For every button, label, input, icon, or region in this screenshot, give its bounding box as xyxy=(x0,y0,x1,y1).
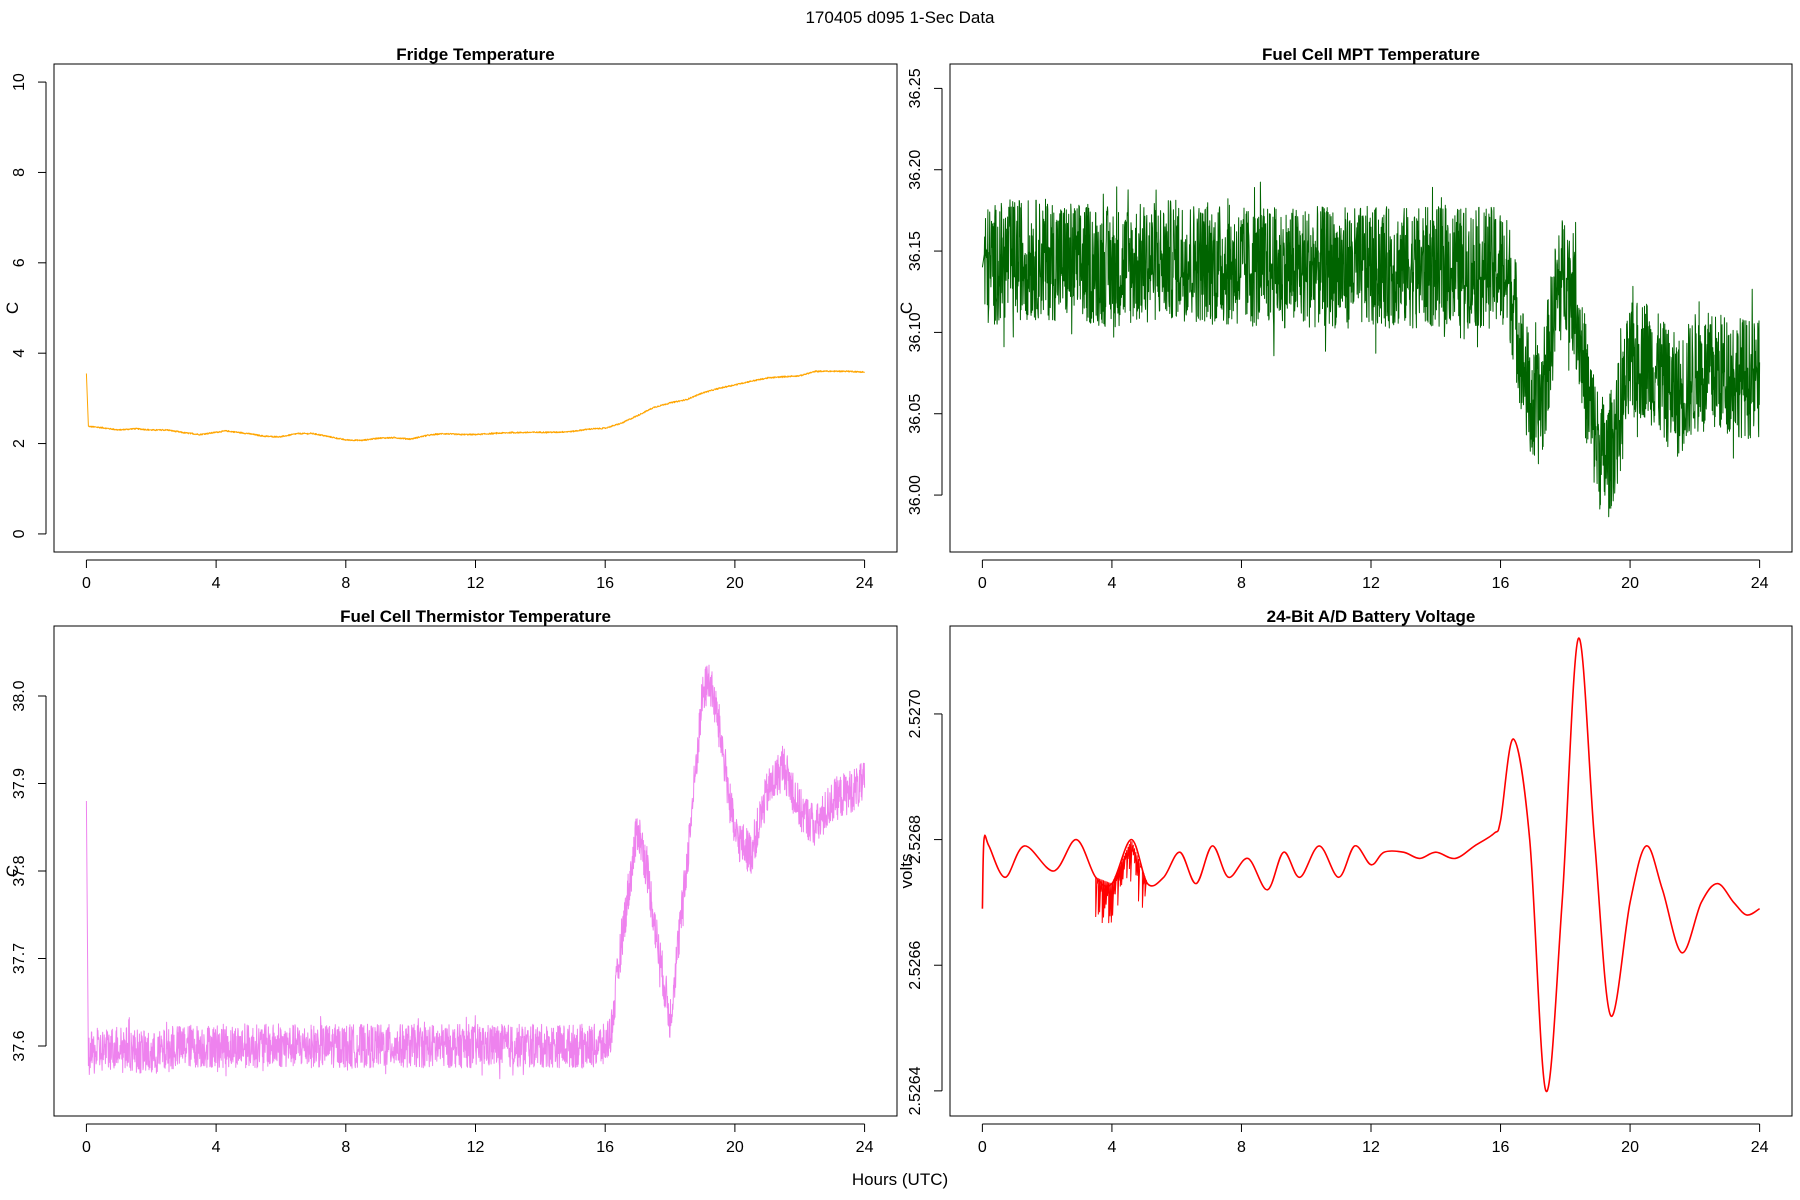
battery-voltage-x-tick-label: 24 xyxy=(1751,1139,1769,1156)
fuel-cell-thermistor-temperature-title: Fuel Cell Thermistor Temperature xyxy=(340,607,611,626)
fridge-temperature-y-tick-label: 8 xyxy=(11,168,28,177)
fuel-cell-mpt-temperature-x-tick-label: 20 xyxy=(1621,575,1639,592)
fuel-cell-thermistor-temperature-y-tick-label: 38.0 xyxy=(11,680,28,711)
fuel-cell-mpt-temperature-y-tick-label: 36.15 xyxy=(907,231,924,271)
fridge-temperature-y-axis-label: C xyxy=(3,302,22,314)
fridge-temperature-y-tick-label: 2 xyxy=(11,439,28,448)
fuel-cell-mpt-temperature-title: Fuel Cell MPT Temperature xyxy=(1262,45,1480,64)
fuel-cell-mpt-temperature-x-tick-label: 0 xyxy=(978,575,987,592)
battery-voltage-y-tick-label: 2.5264 xyxy=(907,1066,924,1115)
fuel-cell-mpt-temperature-y-axis-label: C xyxy=(897,302,916,314)
fridge-temperature-x-tick-label: 8 xyxy=(341,575,350,592)
fuel-cell-thermistor-temperature-x-tick-label: 8 xyxy=(341,1139,350,1156)
fuel-cell-mpt-temperature-y-tick-label: 36.10 xyxy=(907,312,924,352)
fridge-temperature-y-tick-label: 4 xyxy=(11,349,28,358)
battery-voltage-series-line xyxy=(981,637,1761,1093)
fuel-cell-thermistor-temperature-x-tick-label: 24 xyxy=(856,1139,874,1156)
fuel-cell-mpt-temperature-x-tick-label: 12 xyxy=(1362,575,1380,592)
fuel-cell-thermistor-temperature-plot-frame xyxy=(53,625,898,1117)
fuel-cell-mpt-temperature-y-tick-label: 36.00 xyxy=(907,475,924,515)
fuel-cell-mpt-temperature-plot-frame xyxy=(949,63,1793,553)
fridge-temperature-series-line xyxy=(85,370,865,442)
fridge-temperature-x-tick-label: 16 xyxy=(596,575,614,592)
fuel-cell-thermistor-temperature-y-tick-label: 37.9 xyxy=(11,768,28,799)
battery-voltage-x-tick-label: 4 xyxy=(1107,1139,1116,1156)
battery-voltage-x-tick-label: 12 xyxy=(1362,1139,1380,1156)
battery-voltage-series-jitter xyxy=(1095,841,1147,924)
fuel-cell-thermistor-temperature-x-tick-label: 0 xyxy=(82,1139,91,1156)
fuel-cell-thermistor-temperature-y-tick-label: 37.6 xyxy=(11,1030,28,1061)
battery-voltage-x-tick-label: 20 xyxy=(1621,1139,1639,1156)
battery-voltage-plot-frame xyxy=(949,625,1793,1117)
fuel-cell-mpt-temperature-y-tick-label: 36.20 xyxy=(907,150,924,190)
fuel-cell-mpt-temperature-x-tick-label: 16 xyxy=(1492,575,1510,592)
fuel-cell-thermistor-temperature-x-tick-label: 20 xyxy=(726,1139,744,1156)
fridge-temperature-title: Fridge Temperature xyxy=(396,45,554,64)
fuel-cell-mpt-temperature-x-tick-label: 8 xyxy=(1237,575,1246,592)
fridge-temperature-x-tick-label: 24 xyxy=(856,575,874,592)
battery-voltage-x-tick-label: 8 xyxy=(1237,1139,1246,1156)
fuel-cell-thermistor-temperature-x-tick-label: 16 xyxy=(596,1139,614,1156)
fuel-cell-thermistor-temperature-series-line xyxy=(85,664,866,1080)
shared-x-axis-label: Hours (UTC) xyxy=(852,1170,948,1189)
fuel-cell-thermistor-temperature-x-tick-label: 4 xyxy=(212,1139,221,1156)
battery-voltage-x-tick-label: 0 xyxy=(978,1139,987,1156)
fuel-cell-mpt-temperature-panel: Fuel Cell MPT Temperature C 0 4 8 12 16 20 24 36.… xyxy=(897,45,1793,592)
fridge-temperature-x-tick-label: 20 xyxy=(726,575,744,592)
battery-voltage-title: 24-Bit A/D Battery Voltage xyxy=(1267,607,1476,626)
battery-voltage-panel: 24-Bit A/D Battery Voltage volts 0 4 8 12 16 20… xyxy=(897,607,1793,1156)
battery-voltage-y-tick-label: 2.5266 xyxy=(907,941,924,990)
fuel-cell-mpt-temperature-series-line xyxy=(981,181,1761,518)
battery-voltage-x-tick-label: 16 xyxy=(1492,1139,1510,1156)
fuel-cell-mpt-temperature-y-tick-label: 36.25 xyxy=(907,68,924,108)
fuel-cell-mpt-temperature-y-tick-label: 36.05 xyxy=(907,394,924,434)
fridge-temperature-x-tick-label: 0 xyxy=(82,575,91,592)
fridge-temperature-plot-frame xyxy=(53,63,898,553)
fridge-temperature-x-tick-label: 4 xyxy=(212,575,221,592)
fridge-temperature-y-tick-label: 10 xyxy=(11,73,28,91)
fuel-cell-mpt-temperature-x-tick-label: 24 xyxy=(1751,575,1769,592)
battery-voltage-y-axis-label: volts xyxy=(897,854,916,889)
fuel-cell-mpt-temperature-x-tick-label: 4 xyxy=(1107,575,1116,592)
fridge-temperature-x-tick-label: 12 xyxy=(467,575,485,592)
fuel-cell-thermistor-temperature-x-tick-label: 12 xyxy=(467,1139,485,1156)
battery-voltage-y-tick-label: 2.5270 xyxy=(907,689,924,738)
battery-voltage-y-tick-label: 2.5268 xyxy=(907,815,924,864)
fuel-cell-thermistor-temperature-panel: Fuel Cell Thermistor Temperature C 0 4 8 12 16… xyxy=(3,607,898,1156)
fuel-cell-thermistor-temperature-y-tick-label: 37.8 xyxy=(11,855,28,886)
fuel-cell-thermistor-temperature-y-axis-label: C xyxy=(3,865,22,877)
fridge-temperature-y-tick-label: 6 xyxy=(11,258,28,267)
fridge-temperature-y-tick-label: 0 xyxy=(11,529,28,538)
fuel-cell-thermistor-temperature-y-tick-label: 37.7 xyxy=(11,943,28,974)
figure-title: 170405 d095 1-Sec Data xyxy=(805,8,995,27)
